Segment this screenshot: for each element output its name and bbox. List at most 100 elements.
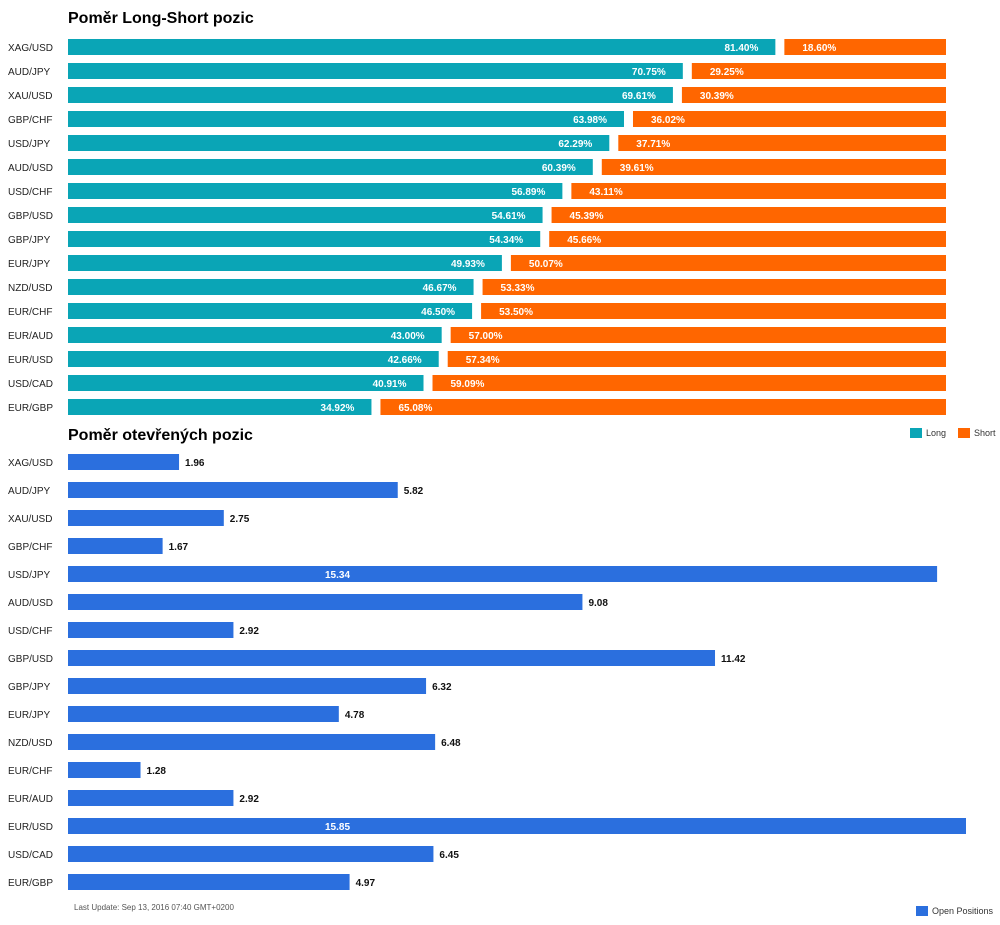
category-label-eur-gbp: EUR/GBP — [8, 878, 53, 889]
long-bar-aud-usd — [68, 159, 593, 175]
open-positions-value-usd-jpy: 15.34 — [325, 570, 350, 581]
open-positions-bar-nzd-usd — [68, 734, 436, 750]
long-bar-gbp-usd — [68, 207, 543, 223]
category-label-gbp-chf: GBP/CHF — [8, 115, 52, 126]
open-positions-bar-gbp-jpy — [68, 678, 427, 694]
long-bar-eur-gbp — [68, 399, 372, 415]
short-value-eur-gbp: 65.08% — [398, 403, 432, 414]
open-positions-value-usd-chf: 2.92 — [239, 626, 259, 637]
category-label-gbp-chf: GBP/CHF — [8, 542, 52, 553]
short-bar-usd-jpy — [618, 135, 946, 151]
category-label-nzd-usd: NZD/USD — [8, 283, 52, 294]
long-value-nzd-usd: 46.67% — [423, 283, 457, 294]
short-legend-swatch — [958, 428, 971, 438]
short-bar-eur-chf — [481, 303, 946, 319]
category-label-usd-jpy: USD/JPY — [8, 139, 51, 150]
long-short-ratio-chart: XAG/USD 81.40% 18.60% AUD/JPY 70.75% 29.25% XA… — [8, 39, 946, 415]
long-bar-aud-jpy — [68, 63, 683, 79]
category-label-aud-jpy: AUD/JPY — [8, 67, 51, 78]
open-positions-value-eur-aud: 2.92 — [239, 794, 259, 805]
long-value-aud-usd: 60.39% — [542, 163, 576, 174]
short-value-aud-jpy: 29.25% — [710, 67, 744, 78]
long-value-eur-chf: 46.50% — [421, 307, 455, 318]
long-value-aud-jpy: 70.75% — [632, 67, 666, 78]
short-bar-eur-jpy — [510, 255, 946, 271]
open-positions-value-eur-jpy: 4.78 — [345, 710, 365, 721]
long-value-xag-usd: 81.40% — [724, 43, 758, 54]
open-positions-value-usd-cad: 6.45 — [439, 850, 459, 861]
long-value-usd-cad: 40.91% — [373, 379, 407, 390]
short-bar-usd-chf — [571, 183, 946, 199]
long-bar-gbp-chf — [68, 111, 624, 127]
short-value-xau-usd: 30.39% — [700, 91, 734, 102]
category-label-eur-jpy: EUR/JPY — [8, 710, 51, 721]
long-bar-eur-jpy — [68, 255, 502, 271]
long-short-chart-title: Poměr Long-Short pozic — [68, 10, 254, 27]
long-value-gbp-usd: 54.61% — [492, 211, 526, 222]
open-positions-value-gbp-jpy: 6.32 — [432, 682, 452, 693]
short-bar-eur-gbp — [380, 399, 946, 415]
category-label-usd-chf: USD/CHF — [8, 187, 52, 198]
open-positions-value-gbp-usd: 11.42 — [721, 654, 746, 665]
category-label-usd-cad: USD/CAD — [8, 850, 53, 861]
long-bar-eur-chf — [68, 303, 473, 319]
long-value-gbp-jpy: 54.34% — [489, 235, 523, 246]
long-value-eur-aud: 43.00% — [391, 331, 425, 342]
short-bar-gbp-chf — [632, 111, 946, 127]
long-bar-eur-aud — [68, 327, 442, 343]
open-positions-bar-eur-aud — [68, 790, 234, 806]
open-positions-value-gbp-chf: 1.67 — [169, 542, 189, 553]
open-positions-legend: Open Positions — [916, 906, 993, 916]
open-positions-legend-swatch — [916, 906, 928, 916]
open-positions-bar-eur-jpy — [68, 706, 339, 722]
open-positions-bar-aud-usd — [68, 594, 583, 610]
category-label-gbp-jpy: GBP/JPY — [8, 682, 51, 693]
category-label-nzd-usd: NZD/USD — [8, 738, 52, 749]
short-value-eur-aud: 57.00% — [469, 331, 503, 342]
short-bar-gbp-jpy — [549, 231, 946, 247]
short-value-eur-usd: 57.34% — [466, 355, 500, 366]
category-label-gbp-usd: GBP/USD — [8, 654, 53, 665]
category-label-eur-chf: EUR/CHF — [8, 307, 52, 318]
category-label-gbp-jpy: GBP/JPY — [8, 235, 51, 246]
category-label-eur-jpy: EUR/JPY — [8, 259, 51, 270]
short-bar-aud-jpy — [691, 63, 946, 79]
short-value-aud-usd: 39.61% — [620, 163, 654, 174]
open-positions-bar-gbp-usd — [68, 650, 716, 666]
category-label-eur-aud: EUR/AUD — [8, 794, 53, 805]
open-positions-bar-xau-usd — [68, 510, 224, 526]
long-value-usd-chf: 56.89% — [511, 187, 545, 198]
short-value-gbp-chf: 36.02% — [651, 115, 685, 126]
category-label-eur-gbp: EUR/GBP — [8, 403, 53, 414]
long-bar-usd-jpy — [68, 135, 610, 151]
short-bar-gbp-usd — [551, 207, 946, 223]
short-bar-usd-cad — [432, 375, 946, 391]
open-positions-chart: XAG/USD 1.96 AUD/JPY 5.82 XAU/USD 2.75 GBP/CHF… — [8, 454, 966, 890]
short-bar-eur-usd — [447, 351, 946, 367]
long-bar-nzd-usd — [68, 279, 474, 295]
category-label-xag-usd: XAG/USD — [8, 43, 53, 54]
category-label-aud-usd: AUD/USD — [8, 598, 53, 609]
short-bar-nzd-usd — [482, 279, 946, 295]
open-positions-value-xau-usd: 2.75 — [230, 514, 250, 525]
category-label-xau-usd: XAU/USD — [8, 514, 52, 525]
open-positions-bar-eur-usd — [68, 818, 966, 834]
category-label-eur-usd: EUR/USD — [8, 822, 53, 833]
short-bar-xag-usd — [784, 39, 946, 55]
open-positions-legend-label: Open Positions — [932, 906, 994, 916]
category-label-eur-usd: EUR/USD — [8, 355, 53, 366]
long-short-legend: Long Short — [910, 428, 996, 438]
category-label-xag-usd: XAG/USD — [8, 458, 53, 469]
short-value-xag-usd: 18.60% — [802, 43, 836, 54]
long-bar-xau-usd — [68, 87, 673, 103]
category-label-aud-usd: AUD/USD — [8, 163, 53, 174]
long-value-eur-gbp: 34.92% — [321, 403, 355, 414]
long-bar-usd-cad — [68, 375, 424, 391]
open-positions-bar-aud-jpy — [68, 482, 398, 498]
long-value-xau-usd: 69.61% — [622, 91, 656, 102]
category-label-usd-cad: USD/CAD — [8, 379, 53, 390]
long-bar-eur-usd — [68, 351, 439, 367]
open-positions-bar-gbp-chf — [68, 538, 163, 554]
open-positions-value-eur-usd: 15.85 — [325, 822, 350, 833]
long-legend-swatch — [910, 428, 922, 438]
